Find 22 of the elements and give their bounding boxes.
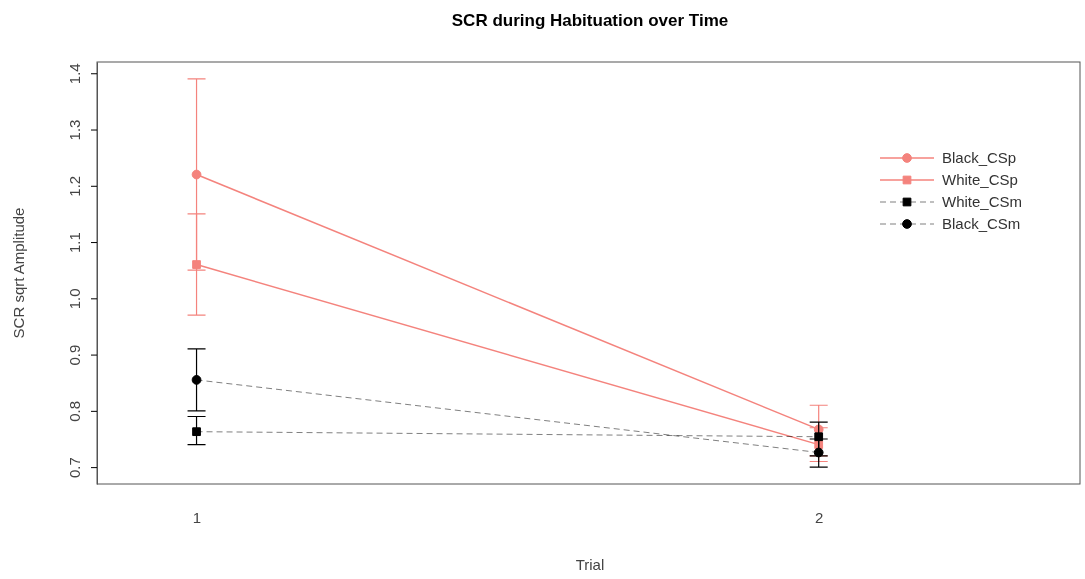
point <box>191 169 202 180</box>
y-tick-label: 1.0 <box>66 288 84 310</box>
legend-label: Black_CSm <box>942 215 1021 233</box>
legend-label: Black_CSp <box>942 149 1017 167</box>
y-tick-label: 0.9 <box>66 344 84 366</box>
point <box>813 447 824 458</box>
point <box>192 427 201 437</box>
y-tick-label: 0.7 <box>66 457 84 479</box>
point <box>191 375 202 385</box>
x-axis-title: Trial <box>575 556 605 573</box>
x-tick-label: 1 <box>192 508 202 526</box>
point <box>192 260 201 269</box>
y-tick-label: 1.2 <box>66 175 84 197</box>
y-tick-label: 0.8 <box>66 400 84 422</box>
y-tick-label: 1.1 <box>66 232 84 253</box>
chart-title: SCR during Habituation over Time <box>451 11 729 30</box>
legend-label: White_CSm <box>942 193 1023 211</box>
y-tick-label: 1.3 <box>66 119 84 141</box>
y-axis-title: SCR sqrt Amplitude <box>10 207 27 339</box>
x-tick-label: 2 <box>815 508 824 526</box>
y-tick-label: 1.4 <box>66 63 84 85</box>
legend-label: White_CSp <box>942 171 1018 189</box>
